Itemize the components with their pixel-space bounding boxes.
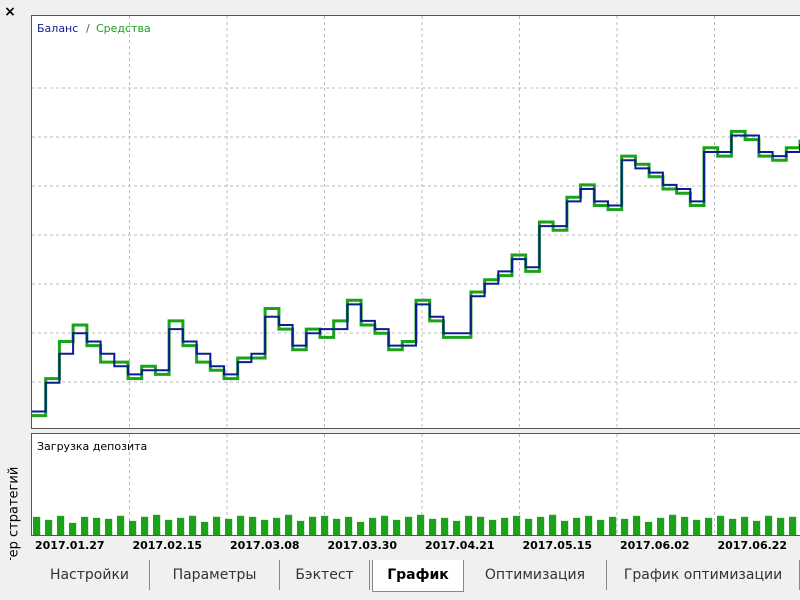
load-bar: [177, 517, 185, 535]
load-bar: [705, 517, 713, 535]
load-bar: [429, 518, 437, 535]
load-bar: [465, 515, 473, 535]
load-bar: [105, 518, 113, 535]
x-tick-label: 2017.05.15: [523, 539, 593, 552]
load-bar: [237, 515, 245, 535]
load-bar: [453, 520, 461, 535]
load-bar: [273, 517, 281, 535]
load-bar: [369, 517, 377, 535]
tab-bar: Настройки Параметры Бэктест График Оптимизац…: [30, 560, 800, 592]
load-bar: [309, 516, 317, 535]
load-bar: [405, 516, 413, 535]
load-bar: [753, 520, 761, 535]
load-bar: [345, 516, 353, 535]
load-bar: [585, 515, 593, 535]
tab[interactable]: Параметры: [150, 560, 280, 590]
load-bar: [333, 518, 341, 535]
load-bar: [621, 518, 629, 535]
load-bar: [549, 514, 557, 535]
load-bar: [645, 521, 653, 535]
load-bar: [681, 516, 689, 535]
close-button[interactable]: ×: [4, 4, 16, 20]
load-bar: [81, 516, 89, 535]
load-bar: [501, 517, 509, 535]
load-bar: [417, 514, 425, 535]
tab[interactable]: График оптимизации: [607, 560, 800, 590]
x-tick-label: 2017.01.27: [35, 539, 105, 552]
load-bar: [261, 519, 269, 535]
load-bar: [729, 518, 737, 535]
load-title: Загрузка депозита: [37, 440, 147, 453]
load-bar: [741, 516, 749, 535]
load-bar: [393, 519, 401, 535]
x-tick-label: 2017.06.02: [620, 539, 690, 552]
load-bar: [357, 521, 365, 535]
load-bar: [717, 515, 725, 535]
load-bar: [93, 517, 101, 535]
load-bar: [381, 515, 389, 535]
load-bar: [489, 519, 497, 535]
load-bar: [213, 516, 221, 535]
load-bar: [525, 518, 533, 535]
tab[interactable]: Бэктест: [280, 560, 370, 590]
load-bar: [321, 515, 329, 535]
x-tick-label: 2017.03.30: [328, 539, 398, 552]
load-bar: [441, 517, 449, 535]
load-bar: [189, 515, 197, 535]
load-bar: [633, 515, 641, 535]
load-bar: [249, 516, 257, 535]
legend-equity: Средства: [96, 22, 151, 35]
load-bar: [33, 516, 41, 535]
load-bar: [57, 515, 65, 535]
load-bar: [129, 520, 137, 535]
tester-panel: × Тестер стратегий Баланс / Средства Заг…: [0, 0, 800, 560]
tab[interactable]: График: [372, 560, 464, 592]
load-bar: [669, 514, 677, 535]
x-tick-label: 2017.02.15: [133, 539, 203, 552]
load-bar: [537, 516, 545, 535]
load-bar: [597, 519, 605, 535]
x-tick-label: 2017.04.21: [425, 539, 495, 552]
load-bar: [201, 521, 209, 535]
load-bar: [297, 520, 305, 535]
load-bar: [69, 522, 77, 535]
balance-panel: [31, 15, 800, 429]
load-bar: [777, 517, 785, 535]
load-bar: [573, 517, 581, 535]
load-bar: [513, 515, 521, 535]
x-tick-label: 2017.06.22: [718, 539, 788, 552]
series-line: [32, 134, 800, 413]
legend-separator: /: [86, 22, 90, 35]
load-bar: [141, 516, 149, 535]
load-bar: [765, 515, 773, 535]
tab[interactable]: Настройки: [30, 560, 150, 590]
legend-balance: Баланс: [37, 22, 78, 35]
load-bar: [477, 516, 485, 535]
load-bar: [285, 514, 293, 535]
load-bar: [225, 518, 233, 535]
load-bar: [609, 516, 617, 535]
load-bar: [45, 519, 53, 535]
load-bar: [561, 520, 569, 535]
side-title: Тестер стратегий: [7, 467, 22, 560]
load-bar: [789, 516, 797, 535]
load-bar: [153, 514, 161, 535]
load-bar: [117, 515, 125, 535]
tab[interactable]: Оптимизация: [464, 560, 607, 590]
load-bar: [165, 519, 173, 535]
load-bar: [657, 517, 665, 535]
side-strip: [0, 0, 28, 560]
x-tick-label: 2017.03.08: [230, 539, 300, 552]
load-bar: [693, 519, 701, 535]
